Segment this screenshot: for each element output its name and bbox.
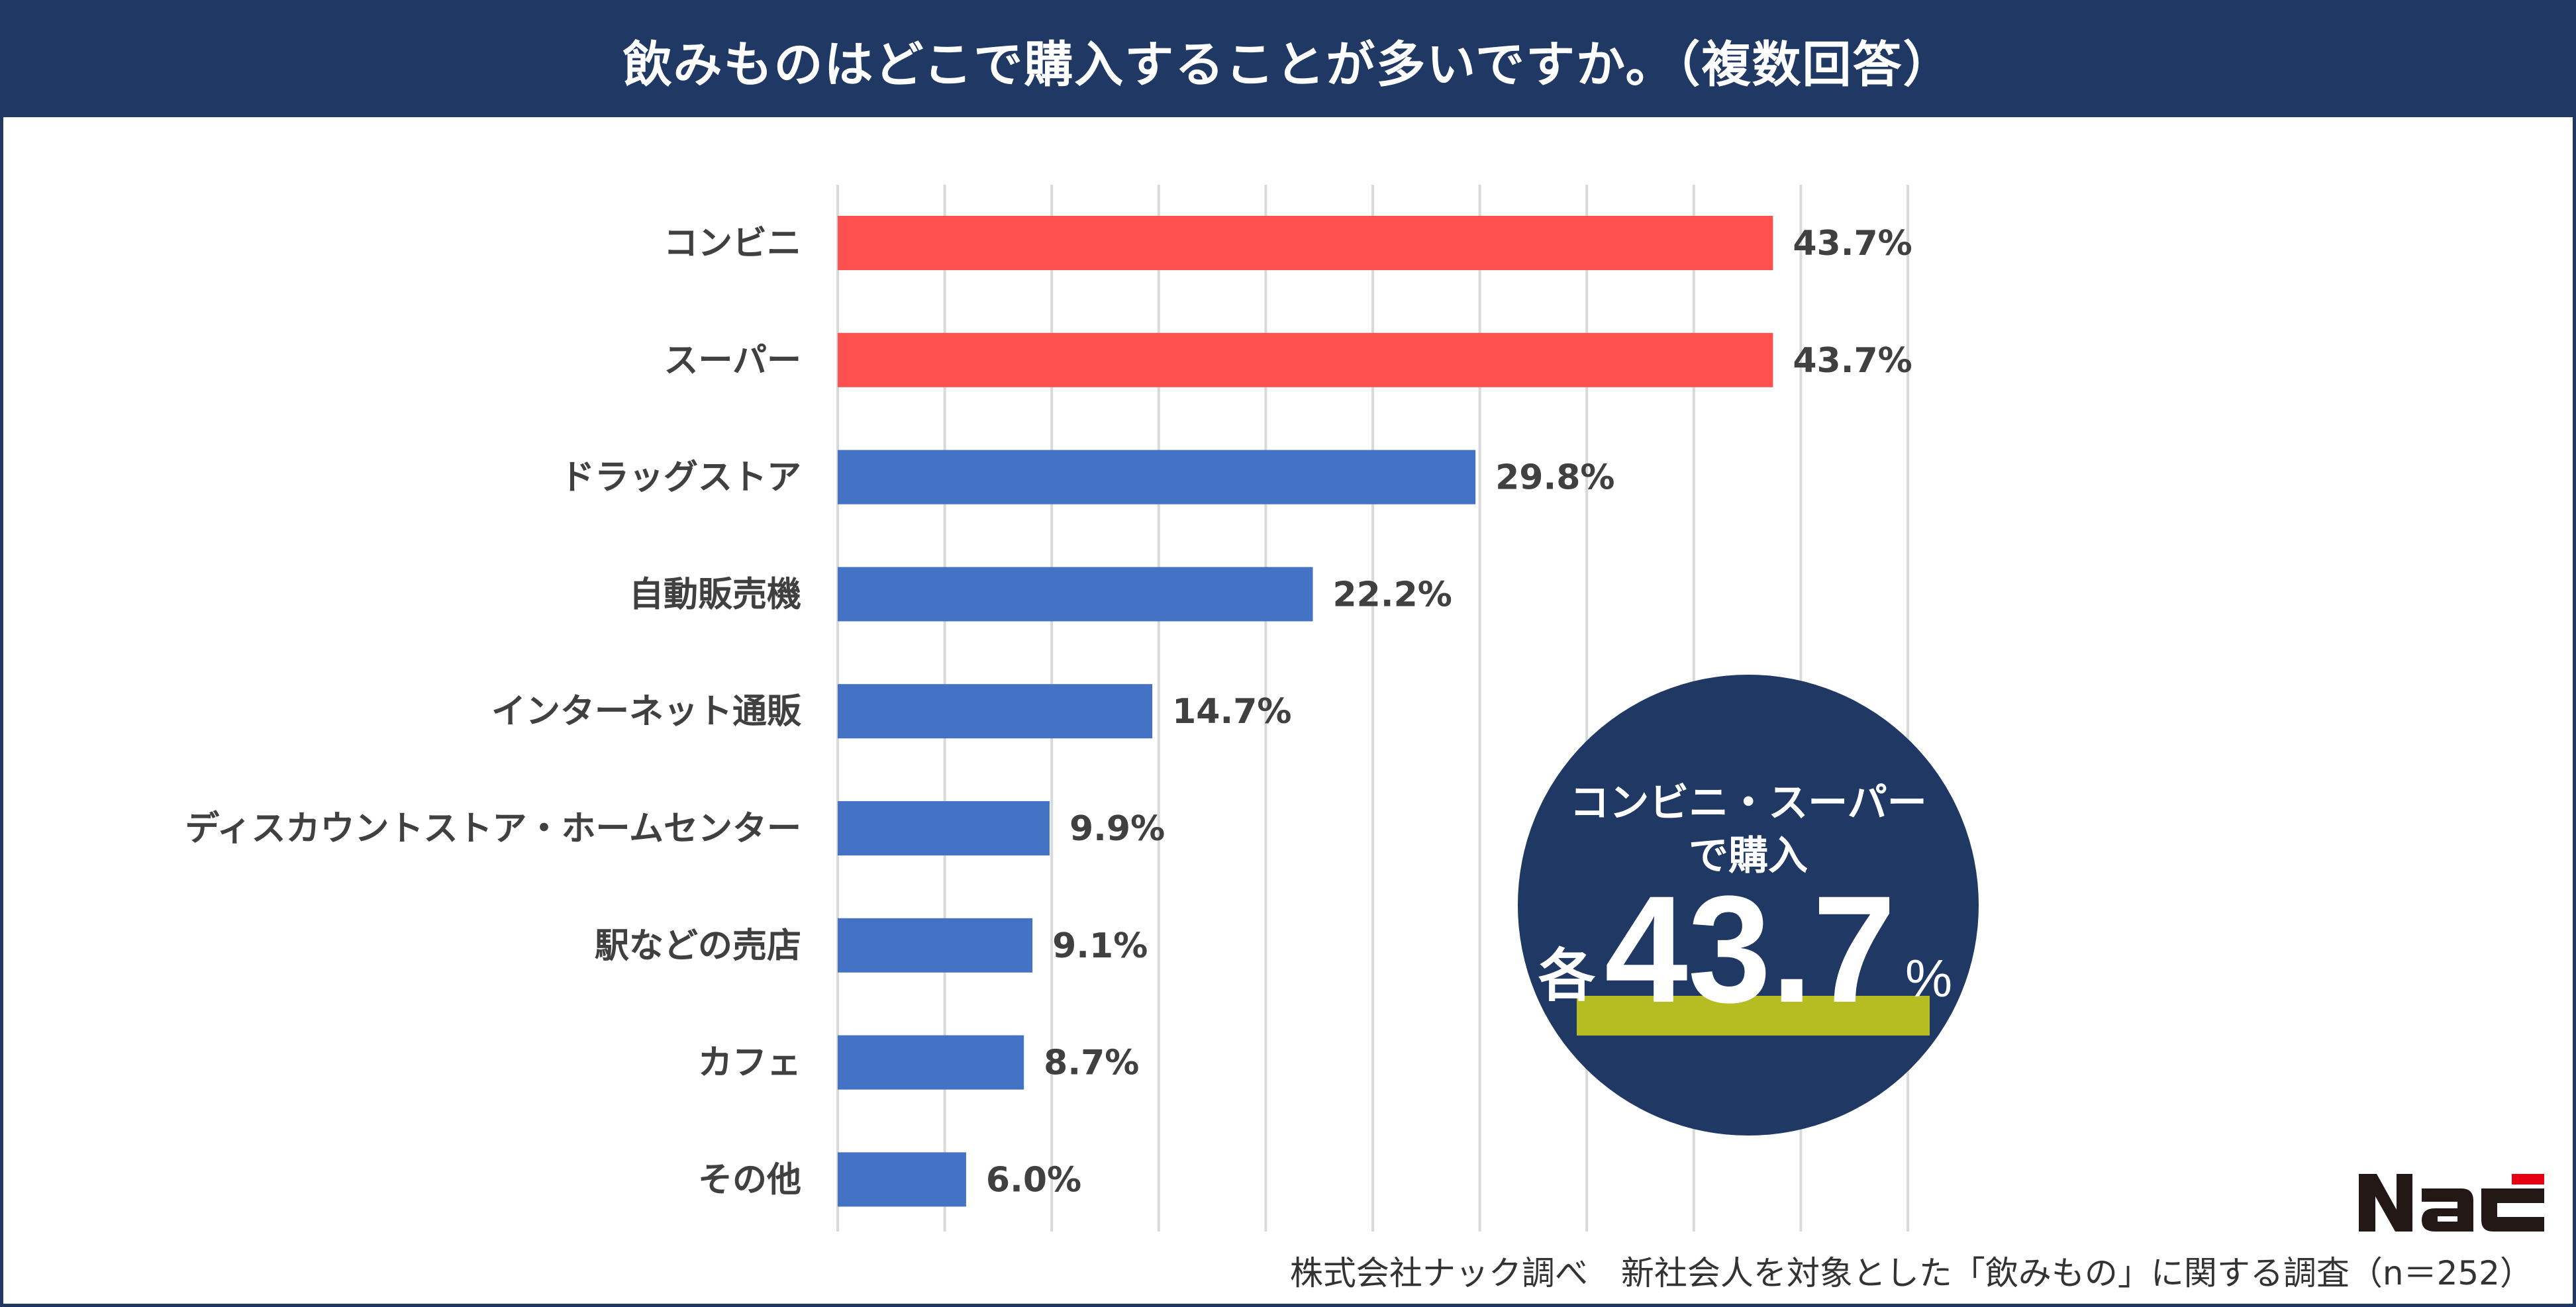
bar bbox=[838, 216, 1773, 270]
chart-title: 飲みものはどこで購入することが多いですか。（複数回答） bbox=[622, 36, 1954, 93]
callout-badge: コンビニ・スーパー で購入 各 43.7 % bbox=[1518, 675, 1979, 1136]
title-bar: 飲みものはどこで購入することが多いですか。（複数回答） bbox=[3, 3, 2573, 117]
category-label: スーパー bbox=[664, 341, 801, 381]
category-label: 自動販売機 bbox=[629, 575, 801, 614]
data-label: 6.0% bbox=[986, 1160, 1081, 1200]
data-label: 43.7% bbox=[1793, 224, 1912, 264]
bar bbox=[838, 332, 1773, 387]
bar bbox=[838, 684, 1153, 739]
data-label: 14.7% bbox=[1172, 692, 1291, 732]
bar bbox=[838, 801, 1050, 855]
data-label: 29.8% bbox=[1495, 458, 1614, 498]
category-label: ディスカウントストア・ホームセンター bbox=[185, 809, 801, 849]
data-label: 22.2% bbox=[1333, 575, 1452, 614]
callout-prefix: 各 bbox=[1538, 943, 1596, 1009]
callout-line2: で購入 bbox=[1689, 833, 1808, 879]
callout-line1: コンビニ・スーパー bbox=[1569, 780, 1926, 826]
bars bbox=[838, 216, 1773, 1207]
callout-underline bbox=[1577, 996, 1930, 1036]
bar bbox=[838, 918, 1033, 973]
callout-suffix: % bbox=[1905, 949, 1952, 1008]
category-label: カフェ bbox=[698, 1043, 801, 1083]
source-note: 株式会社ナック調べ 新社会人を対象とした「飲みもの」に関する調査（n＝252） bbox=[1289, 1254, 2533, 1292]
category-label: その他 bbox=[698, 1160, 801, 1200]
data-label: 43.7% bbox=[1793, 341, 1912, 381]
callout-value: 43.7 bbox=[1605, 864, 1896, 1034]
category-label: コンビニ bbox=[664, 224, 801, 264]
bar bbox=[838, 1035, 1024, 1090]
data-label: 8.7% bbox=[1044, 1043, 1139, 1083]
data-label: 9.1% bbox=[1052, 926, 1148, 966]
nac-logo bbox=[2359, 1174, 2544, 1232]
data-label: 9.9% bbox=[1069, 809, 1165, 849]
bar bbox=[838, 450, 1476, 505]
category-label: インターネット通販 bbox=[491, 692, 802, 732]
bar-chart: コンビニスーパードラッグストア自動販売機インターネット通販ディスカウントストア・… bbox=[185, 185, 1979, 1232]
data-labels: 43.7% 43.7% 29.8% 22.2% 14.7% 9.9% 9.1% 8.7% 6.0… bbox=[986, 224, 1912, 1200]
category-labels: コンビニスーパードラッグストア自動販売機インターネット通販ディスカウントストア・… bbox=[185, 224, 802, 1200]
category-label: ドラッグストア bbox=[560, 458, 801, 498]
bar bbox=[838, 1152, 966, 1207]
bar bbox=[838, 567, 1313, 622]
category-label: 駅などの売店 bbox=[595, 926, 801, 966]
